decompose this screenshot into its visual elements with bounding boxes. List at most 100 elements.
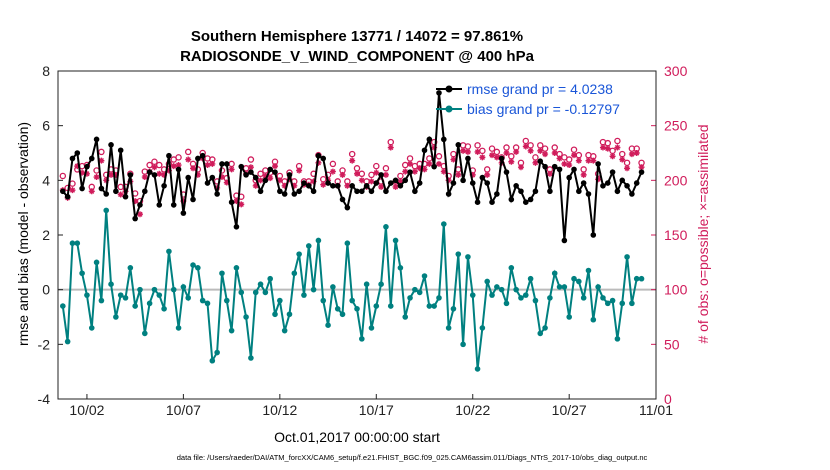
- obs-assimilated-point: [445, 177, 452, 184]
- bias-point: [455, 251, 462, 257]
- obs-assimilated-point: [435, 160, 442, 167]
- bias-point: [262, 289, 269, 296]
- bias-point: [547, 295, 553, 301]
- rmse-point: [170, 202, 177, 208]
- bias-point: [64, 338, 71, 345]
- bias-point: [624, 254, 630, 260]
- rmse-point: [498, 155, 505, 162]
- obs-assimilated-point: [180, 198, 187, 205]
- obs-assimilated-point: [272, 163, 279, 170]
- y-tick-label: -4: [38, 391, 51, 407]
- x-axis-label: Oct.01,2017 00:00:00 start: [274, 429, 440, 445]
- rmse-point: [359, 188, 365, 195]
- obs-possible-point: [373, 162, 380, 170]
- obs-possible-point: [257, 170, 264, 178]
- bias-point: [127, 265, 134, 271]
- obs-assimilated-point: [411, 168, 418, 175]
- y2-tick-label: 50: [664, 336, 680, 352]
- bias-point: [175, 325, 182, 331]
- rmse-point: [98, 185, 105, 192]
- bias-point: [228, 327, 235, 334]
- bias-point: [479, 325, 486, 331]
- obs-assimilated-point: [339, 171, 346, 178]
- obs-assimilated-point: [276, 177, 283, 184]
- rmse-point: [407, 169, 413, 175]
- legend-marker-rmse: [445, 85, 453, 93]
- obs-assimilated-point: [619, 156, 626, 163]
- rmse-point: [619, 177, 626, 184]
- obs-assimilated-point: [556, 155, 563, 162]
- obs-assimilated-point: [247, 164, 254, 171]
- rmse-point: [127, 172, 134, 178]
- bias-point: [88, 325, 95, 331]
- rmse-point: [556, 166, 563, 173]
- bias-point: [551, 270, 558, 277]
- obs-assimilated-point: [522, 143, 529, 150]
- obs-assimilated-point: [527, 147, 534, 154]
- bias-point: [252, 289, 259, 296]
- bias-point: [69, 240, 76, 246]
- rmse-point: [122, 193, 129, 200]
- rmse-point: [74, 150, 81, 156]
- bias-point: [233, 265, 240, 271]
- rmse-point: [305, 183, 312, 189]
- rmse-point: [103, 191, 110, 197]
- rmse-point: [228, 199, 235, 205]
- rmse-point: [281, 191, 288, 197]
- obs-assimilated-point: [69, 187, 76, 194]
- obs-possible-point: [184, 148, 192, 156]
- bias-point: [465, 254, 471, 260]
- obs-assimilated-point: [566, 162, 573, 169]
- obs-assimilated-point: [638, 164, 645, 171]
- rmse-point: [441, 136, 447, 143]
- obs-assimilated-point: [575, 157, 582, 164]
- obs-assimilated-point: [460, 147, 467, 154]
- bias-point: [383, 224, 389, 230]
- rmse-point: [64, 193, 71, 200]
- obs-assimilated-point: [151, 164, 158, 171]
- bias-point: [489, 292, 495, 298]
- bias-point: [532, 297, 539, 304]
- obs-assimilated-point: [170, 163, 177, 170]
- rmse-point: [431, 163, 437, 170]
- rmse-point: [426, 136, 433, 143]
- rmse-point: [296, 188, 302, 195]
- obs-possible-point: [156, 161, 163, 169]
- obs-assimilated-point: [98, 157, 105, 164]
- rmse-point: [479, 174, 486, 181]
- obs-assimilated-point: [296, 167, 303, 174]
- bias-point: [421, 273, 428, 279]
- obs-assimilated-point: [397, 178, 404, 185]
- obs-assimilated-point: [83, 170, 90, 177]
- bias-point: [305, 243, 312, 249]
- bias-point: [522, 292, 529, 298]
- obs-assimilated-point: [281, 182, 288, 189]
- obs-assimilated-point: [580, 171, 587, 178]
- bias-point: [392, 237, 399, 244]
- rmse-point: [614, 188, 621, 195]
- rmse-point: [387, 180, 394, 186]
- bias-point: [402, 314, 409, 320]
- rmse-point: [84, 163, 90, 170]
- obs-possible-point: [382, 165, 390, 172]
- obs-assimilated-point: [595, 176, 602, 183]
- bias-point: [74, 240, 81, 246]
- rmse-point: [204, 180, 211, 186]
- obs-assimilated-point: [387, 144, 394, 151]
- plot-frame: [57, 70, 657, 400]
- bias-point: [209, 357, 216, 364]
- rmse-point: [113, 188, 119, 195]
- bias-point: [281, 327, 288, 334]
- rmse-point: [223, 161, 230, 167]
- rmse-point: [465, 155, 471, 162]
- bias-point: [301, 292, 307, 298]
- bias-point: [113, 314, 119, 320]
- obs-assimilated-point: [103, 177, 110, 184]
- rmse-point: [455, 142, 462, 148]
- bias-point: [561, 284, 568, 290]
- bias-point: [199, 297, 206, 304]
- obs-assimilated-point: [517, 164, 524, 171]
- obs-assimilated-point: [156, 170, 163, 177]
- bias-point: [494, 284, 500, 290]
- obs-assimilated-point: [108, 171, 115, 178]
